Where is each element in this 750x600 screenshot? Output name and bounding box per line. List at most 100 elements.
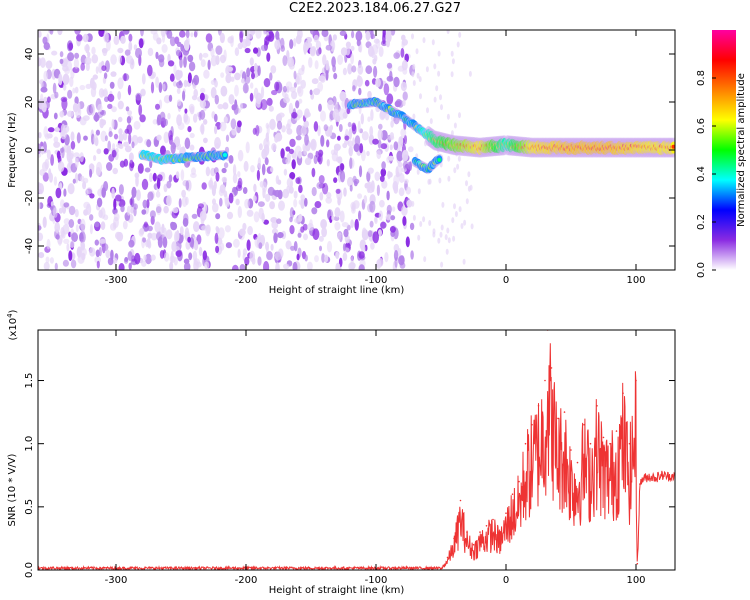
heatmap-cell (411, 200, 415, 207)
colorbar-tick-label: 0.4 (696, 166, 707, 182)
heatmap-cell (313, 34, 319, 43)
heatmap-cell (358, 251, 365, 259)
heatmap-cell (265, 132, 269, 143)
heatmap-cell (133, 207, 137, 217)
heatmap-cell (344, 135, 350, 141)
heatmap-cell (348, 262, 355, 270)
heatmap-cell (276, 120, 283, 130)
heatmap-cell (370, 109, 374, 121)
heatmap-cell (465, 180, 468, 187)
heatmap-cell (85, 43, 90, 54)
heatmap-cell (53, 112, 58, 120)
heatmap-cell (397, 162, 403, 168)
x-tick-label: 0 (503, 575, 509, 586)
heatmap-cell (178, 70, 183, 79)
snr-point (479, 531, 481, 533)
heatmap-cell (75, 224, 79, 233)
heatmap-cell (257, 201, 265, 208)
heatmap-cell (365, 30, 371, 41)
heatmap-cell (175, 230, 180, 242)
heatmap-cell (304, 197, 308, 207)
heatmap-cell (343, 228, 349, 238)
heatmap-cell (234, 84, 239, 97)
heatmap-cell (304, 157, 312, 166)
heatmap-cell (94, 112, 99, 123)
heatmap-cell (127, 84, 132, 96)
heatmap-cell (201, 225, 208, 231)
heatmap-cell (319, 192, 324, 201)
heatmap-cell (92, 74, 99, 80)
heatmap-cell (304, 254, 308, 262)
heatmap-cell (188, 252, 193, 261)
heatmap-cell (277, 232, 284, 239)
heatmap-cell (351, 124, 357, 135)
heatmap-cell (275, 30, 280, 41)
heatmap-cell (341, 222, 349, 228)
heatmap-cell (288, 148, 294, 155)
heatmap-cell (118, 263, 125, 270)
heatmap-cell (294, 218, 300, 224)
heatmap-cell (45, 256, 50, 264)
heatmap-cell (342, 142, 348, 149)
snr-point (609, 442, 611, 445)
heatmap-cell (119, 160, 126, 168)
heatmap-cell (370, 30, 374, 40)
heatmap-cell (91, 54, 99, 64)
heatmap-cell (410, 250, 414, 260)
heatmap-cell (141, 73, 146, 85)
heatmap-cell (244, 47, 251, 54)
heatmap-cell (335, 188, 341, 194)
heatmap-cell (298, 184, 303, 194)
heatmap-cell (338, 108, 346, 120)
heatmap-cell (232, 173, 238, 184)
heatmap-cell (261, 212, 265, 223)
heatmap-cell (199, 99, 207, 109)
heatmap-cell (48, 168, 52, 179)
heatmap-cell (147, 47, 154, 57)
heatmap-cell (38, 225, 42, 231)
heatmap-cell (200, 217, 205, 225)
heatmap-cell (181, 189, 187, 198)
snr-point (511, 493, 514, 496)
heatmap-cell (311, 207, 318, 215)
heatmap-cell (344, 46, 351, 56)
heatmap-cell (142, 199, 148, 209)
heatmap-cell (201, 182, 207, 190)
heatmap-cell (149, 172, 153, 183)
heatmap-cell (178, 198, 182, 208)
heatmap-cell (207, 59, 211, 70)
heatmap-cell (307, 261, 313, 270)
heatmap-cell (95, 129, 100, 136)
heatmap-cell (205, 33, 213, 43)
heatmap-cell (89, 193, 95, 199)
heatmap-cell (378, 123, 383, 130)
heatmap-cell (446, 227, 450, 234)
heatmap-cell (234, 72, 241, 81)
heatmap-cell (218, 227, 225, 239)
snr-point (524, 442, 527, 445)
heatmap-cell (321, 253, 325, 263)
heatmap-cell (250, 165, 255, 173)
x-axis-label: Height of straight line (km) (269, 585, 405, 596)
heatmap-cell (416, 168, 420, 175)
heatmap-cell (111, 149, 117, 158)
y-tick-label: 0.0 (24, 562, 35, 578)
heatmap-cell (142, 237, 147, 243)
heatmap-cell (337, 156, 343, 164)
heatmap-cell (291, 90, 298, 100)
heatmap-cell (85, 189, 89, 196)
snr-point (639, 483, 641, 485)
heatmap-cell (285, 123, 291, 131)
heatmap-cell (152, 119, 158, 125)
heatmap-cell (212, 202, 219, 213)
heatmap-cell (326, 159, 330, 167)
heatmap-cell (255, 124, 260, 137)
heatmap-cell (163, 118, 168, 127)
heatmap-cell (340, 163, 345, 171)
heatmap-cell (298, 213, 303, 223)
heatmap-cell (291, 159, 296, 170)
heatmap-cell (215, 226, 219, 232)
heatmap-cell (278, 200, 285, 211)
heatmap-cell (239, 228, 246, 237)
heatmap-cell (168, 94, 173, 102)
